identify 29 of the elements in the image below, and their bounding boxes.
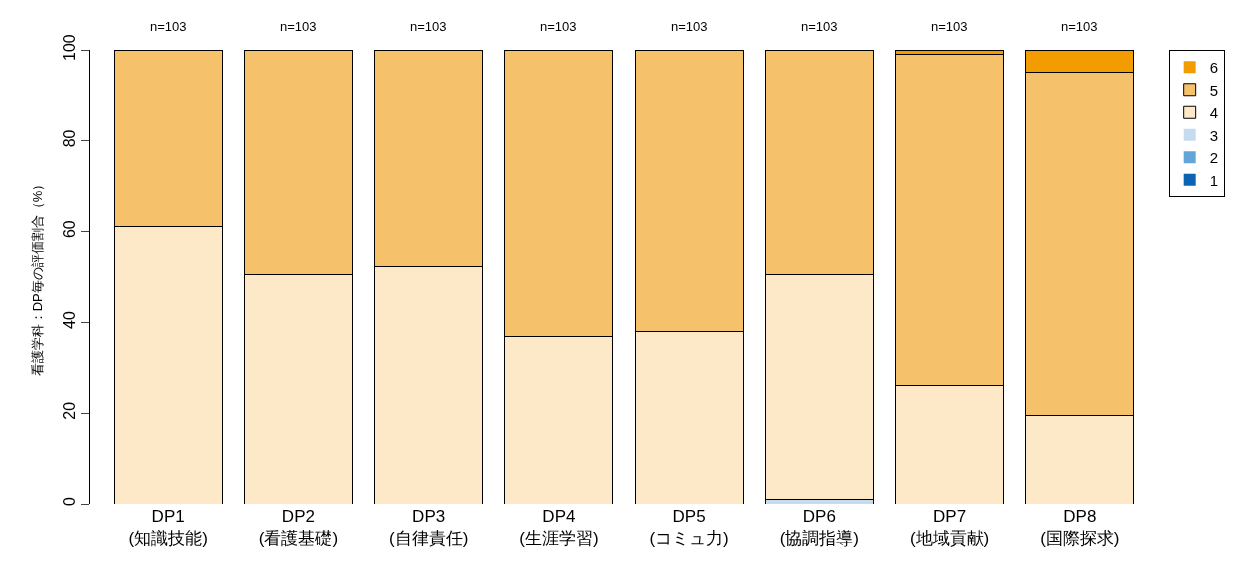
x-tick-label: DP7 (地域貢献): [909, 507, 990, 549]
legend-label: 6: [1209, 59, 1219, 77]
y-tick-label: 20: [60, 401, 78, 420]
x-tick-label: DP3 (自律責任): [388, 507, 469, 549]
y-tick-label: 0: [60, 497, 78, 507]
text: n=103: [671, 19, 708, 34]
y-tick-label: 60: [60, 220, 78, 239]
text: n=103: [410, 19, 447, 34]
text: n=103: [540, 19, 577, 34]
text: n=103: [931, 19, 968, 34]
text: n=103: [1061, 19, 1098, 34]
text: n=103: [280, 19, 317, 34]
x-tick-label: DP5 (コミュ力): [649, 507, 729, 549]
x-tick-label: DP6 (協調指導): [779, 507, 860, 549]
legend-label: 3: [1209, 126, 1219, 144]
legend-label: 5: [1209, 81, 1219, 99]
x-tick-label: DP1 (知識技能): [128, 507, 208, 549]
text: n=103: [801, 19, 838, 34]
x-tick-label: DP8 (国際探求): [1040, 507, 1120, 549]
y-tick-label: 40: [60, 311, 78, 329]
legend-label: 4: [1209, 104, 1219, 122]
legend-label: 1: [1209, 171, 1219, 189]
y-tick-label: 80: [60, 129, 78, 148]
x-tick-label: DP2 (看護基礎): [258, 507, 339, 549]
x-tick-label: DP4 (生涯学習): [519, 507, 599, 549]
text: n=103: [150, 19, 187, 34]
y-axis-title: 看護学科：DP毎の評価割合（%）: [29, 177, 45, 377]
y-tick-label: 100: [60, 34, 78, 61]
legend-label: 2: [1209, 149, 1219, 167]
